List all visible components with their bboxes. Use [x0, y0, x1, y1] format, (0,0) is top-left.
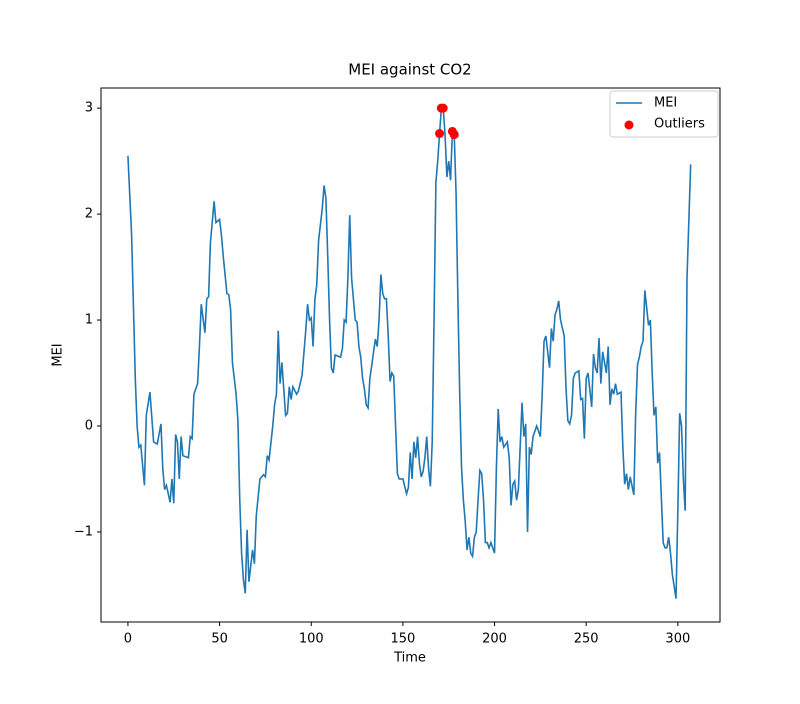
y-tick-label: 0 [85, 418, 93, 433]
legend-label: MEI [654, 96, 677, 111]
y-tick-label: 2 [85, 207, 93, 222]
outlier-point [449, 130, 459, 140]
data-line [127, 107, 692, 599]
outlier-point [438, 103, 448, 113]
y-tick-label: 1 [85, 313, 93, 328]
x-tick-label: 0 [124, 632, 132, 647]
x-tick-label: 300 [665, 632, 690, 647]
chart-title: MEI against CO2 [348, 61, 471, 79]
x-axis-label: Time [393, 651, 426, 666]
y-tick-label: −1 [74, 524, 93, 539]
x-tick-label: 250 [574, 632, 599, 647]
x-tick-label: 150 [390, 632, 415, 647]
outlier-point [435, 129, 445, 139]
x-tick-label: 200 [482, 632, 507, 647]
x-tick-label: 100 [299, 632, 324, 647]
legend-swatch [624, 120, 634, 130]
axes-frame [100, 87, 721, 623]
legend-label: Outliers [654, 117, 705, 132]
x-tick-label: 50 [211, 632, 228, 647]
y-tick-label: 3 [85, 101, 93, 116]
y-axis-label: MEI [51, 343, 66, 366]
